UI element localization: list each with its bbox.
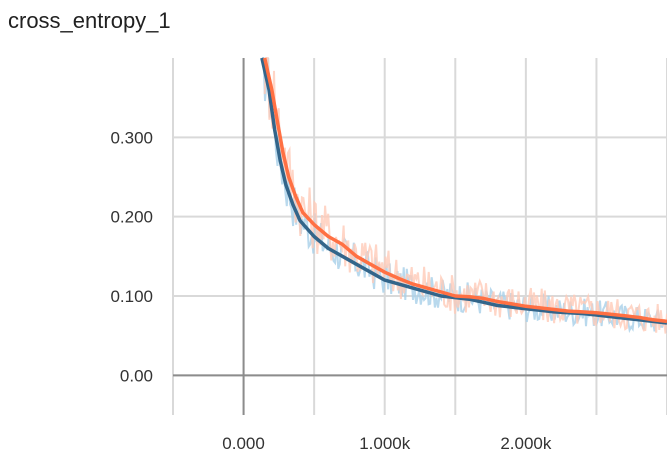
y-tick-label: 0.00: [120, 366, 153, 385]
series-line-0: [260, 57, 667, 325]
smoothed-series: [260, 57, 667, 325]
x-tick-labels: 0.000 1.000k 2.000k: [222, 434, 552, 453]
y-tick-label: 0.200: [110, 208, 153, 227]
y-tick-label: 0.300: [110, 128, 153, 147]
series-line-1: [262, 57, 667, 324]
y-tick-label: 0.100: [110, 287, 153, 306]
raw-series: [261, 57, 667, 334]
raw-line-1: [263, 57, 667, 334]
chart-title: cross_entropy_1: [8, 8, 171, 33]
x-tick-label: 0.000: [222, 434, 265, 453]
y-tick-labels: 0.00 0.100 0.200 0.300: [110, 128, 153, 385]
x-tick-label: 2.000k: [500, 434, 552, 453]
x-tick-label: 1.000k: [359, 434, 411, 453]
grid: [172, 58, 667, 415]
axes: [173, 58, 667, 415]
